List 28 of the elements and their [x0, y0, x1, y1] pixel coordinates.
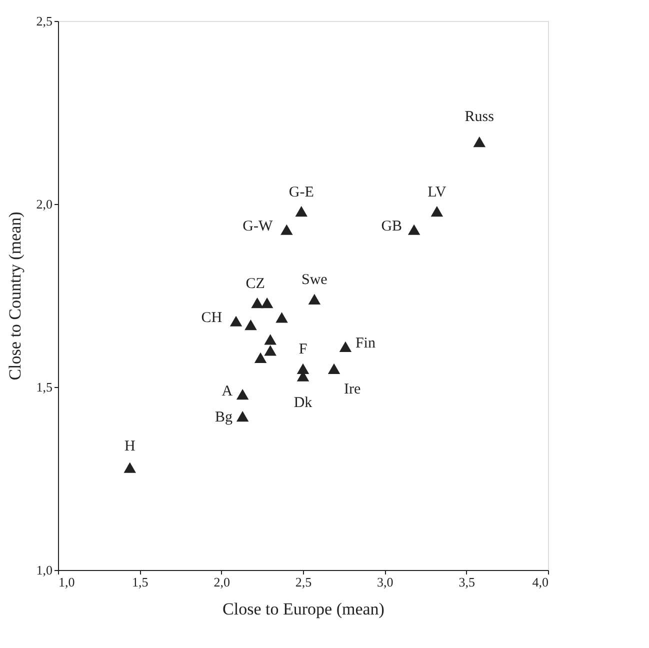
y-tick-label: 2,5 — [36, 14, 52, 28]
x-tick-label: 3,5 — [458, 574, 475, 590]
annotation: Fin — [355, 336, 376, 352]
annotation: G-E — [288, 184, 314, 200]
annotation: Swe — [302, 272, 328, 288]
annotation: H — [124, 438, 136, 455]
annotation: LV — [428, 184, 446, 200]
annotation: Russ — [464, 108, 494, 125]
x-tick-label: 1,5 — [132, 574, 148, 590]
x-tick-label: 3,0 — [377, 574, 394, 590]
y-axis-title: Close to Country (mean) — [5, 212, 24, 380]
x-tick-label: 2,0 — [214, 574, 230, 590]
annotation: F — [298, 342, 308, 358]
annotation: Ire — [344, 382, 362, 398]
annotation: A — [222, 383, 233, 400]
annotation: G-W — [242, 218, 274, 235]
y-tick-label: 1,5 — [36, 380, 52, 394]
x-tick-label: 2,5 — [295, 574, 312, 590]
x-axis-title: Close to Europe (mean) — [222, 600, 384, 618]
annotation: CZ — [246, 276, 265, 292]
annotation: GB — [381, 218, 402, 235]
annotation: CH — [201, 310, 222, 326]
annotation: Bg — [215, 409, 234, 426]
x-tick-label: 4,0 — [532, 574, 548, 590]
y-tick-label: 2,0 — [36, 196, 52, 212]
y-tick-label: 1,0 — [36, 562, 52, 578]
x-tick-label: 1,0 — [58, 574, 75, 590]
annotation: Dk — [294, 395, 313, 412]
